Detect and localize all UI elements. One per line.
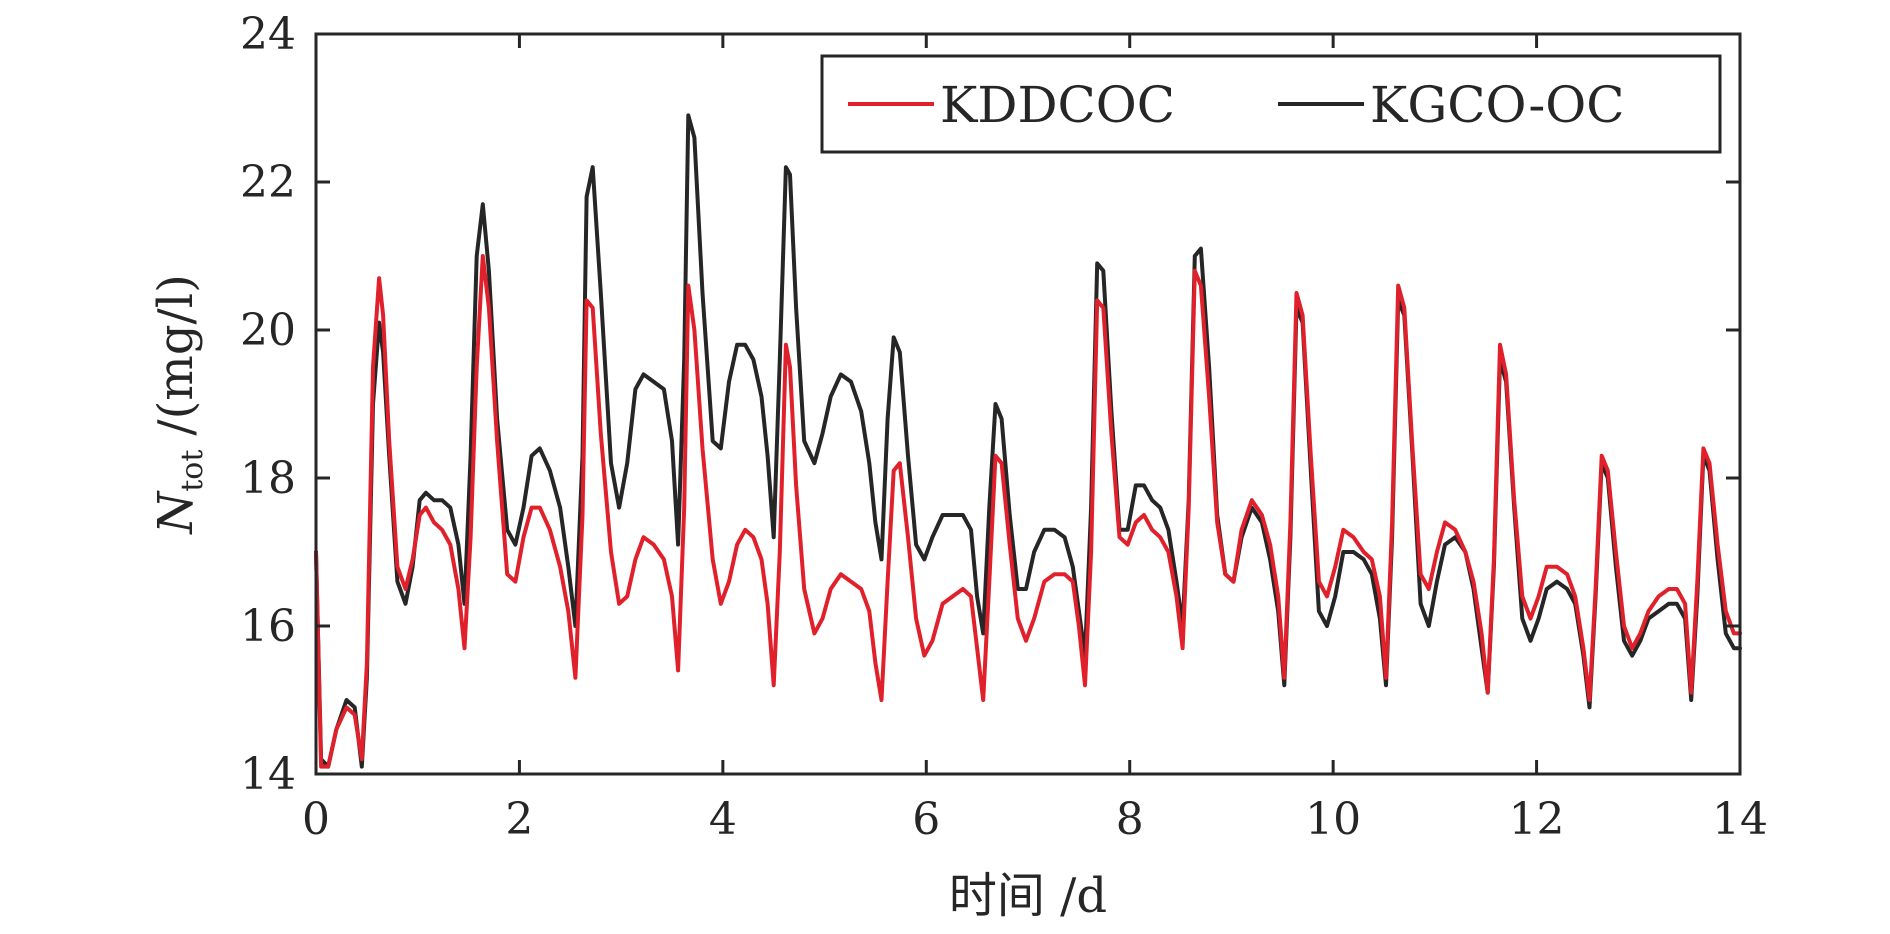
x-tick-label: 14 — [1712, 794, 1768, 845]
y-tick-label: 18 — [240, 453, 296, 504]
x-axis: 0 2 4 6 8 10 12 14 — [302, 34, 1768, 845]
x-tick-label: 2 — [505, 794, 533, 845]
y-tick-label: 20 — [240, 305, 296, 356]
series-line-kddcoc — [314, 254, 1742, 769]
y-axis: 14 16 18 20 22 24 — [240, 9, 1740, 800]
legend: KDDCOC KGCO-OC — [820, 54, 1722, 154]
x-tick-label: 12 — [1509, 794, 1565, 845]
y-axis-unit: /(mg/l) — [148, 274, 204, 435]
legend-label-kddcoc: KDDCOC — [940, 76, 1175, 134]
y-axis-subscript: tot — [175, 450, 210, 492]
svg-text:Ntot/(mg/l): Ntot /(mg/l) — [148, 274, 210, 535]
y-axis-symbol: N — [148, 490, 204, 535]
series-layer — [314, 113, 1742, 769]
legend-box — [820, 54, 1722, 154]
y-tick-label: 14 — [240, 749, 296, 800]
plot-area — [316, 34, 1740, 774]
y-tick-label: 22 — [240, 157, 296, 208]
x-tick-label: 8 — [1116, 794, 1144, 845]
y-tick-label: 24 — [240, 9, 296, 60]
legend-label-kgco-oc: KGCO-OC — [1370, 76, 1625, 134]
plot-frame — [314, 32, 1742, 776]
y-axis-label: Ntot /(mg/l) — [148, 274, 210, 535]
x-tick-label: 6 — [912, 794, 940, 845]
y-tick-label: 16 — [240, 601, 296, 652]
x-tick-label: 0 — [302, 794, 330, 845]
x-tick-label: 4 — [709, 794, 737, 845]
x-tick-label: 10 — [1305, 794, 1361, 845]
x-axis-label: 时间 /d — [949, 868, 1107, 924]
